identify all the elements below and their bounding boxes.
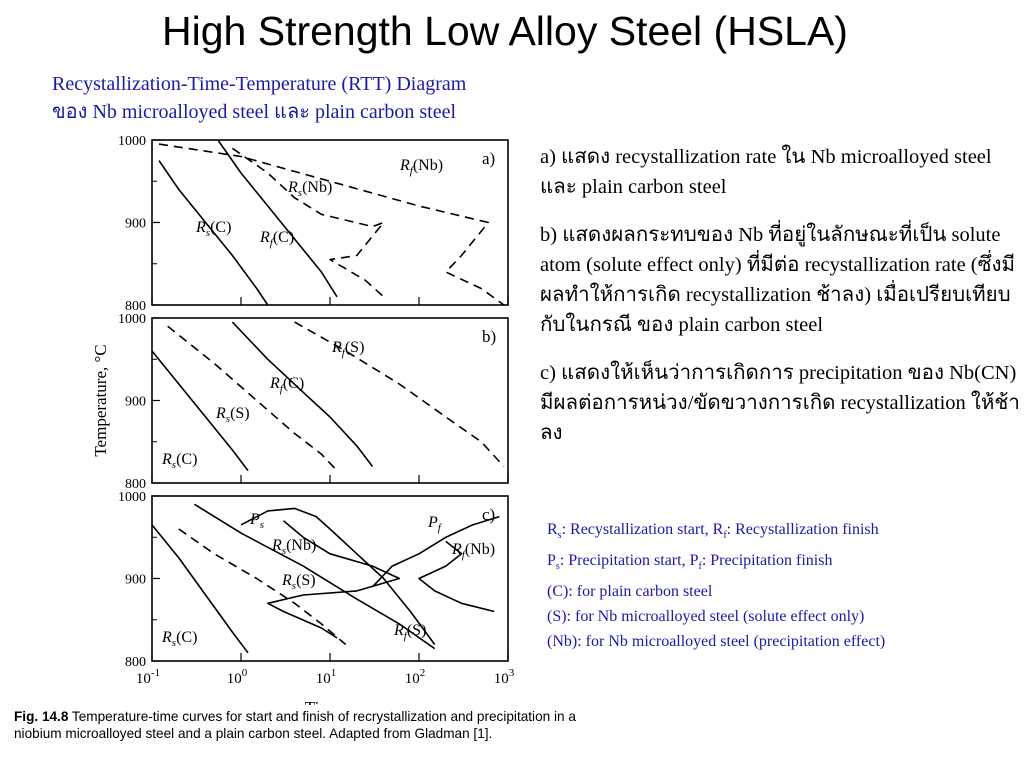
y-tick-label: 800 [125,655,146,670]
x-tick-label: 100 [227,667,248,687]
panel-2: 1000 900 800 b) Rf(S) Rf(C) Rs(S) Rs(C) [118,312,509,492]
panel-label: b) [482,327,496,346]
note-b: b) แสดงผลกระทบของ Nb ที่อยู่ในลักษณะที่เ… [540,224,1016,336]
curve-label: Rf(C) [269,375,304,395]
legend-recrystallization: Rs: Recystallization start, Rf: Recystal… [547,521,879,542]
legend-precipitation: Ps: Precipitation start, Pf: Precipitati… [547,552,833,573]
x-tick-label: 10-1 [136,667,160,687]
slide-subtitle: Recystallization-Time-Temperature (RTT) … [52,70,466,126]
curve-label: Rf(C) [259,229,294,249]
curve-label: Rs(Nb) [271,537,316,557]
subtitle-line-1: Recystallization-Time-Temperature (RTT) … [52,73,467,95]
curve-label: Ps [249,511,264,531]
curve-label: Rf(Nb) [399,157,443,177]
curve-rf-c- [217,139,338,298]
curve-label: Rs(C) [161,451,197,471]
curve-label: Rf(Nb) [451,541,495,561]
curve-label: Rf(S) [331,339,364,359]
curve-label: Rs(C) [195,219,231,239]
y-tick-label: 900 [125,573,146,588]
legend-precip-effect: (Nb): for Nb microalloyed steel (precipi… [547,633,886,651]
curve-label: Rs(S) [281,572,316,592]
y-tick-label: 900 [125,395,146,410]
legend-solute: (S): for Nb microalloyed steel (solute e… [547,608,865,626]
y-axis-label: Temperature, °C [91,344,110,456]
curve-rs-nb- [267,520,401,639]
figure-label: Fig. 14.8 [14,709,69,724]
note-a: a) แสดง recystallization rate ใน Nb micr… [540,146,992,198]
x-tick-label: 101 [316,667,337,687]
curve-rs-s- [167,325,338,472]
curve-rf-nb- [158,143,505,306]
curve-ps [240,507,436,645]
y-tick-label: 1000 [118,134,146,149]
curve-label: Pf [427,514,443,534]
curve-rs-c- [158,160,269,306]
curve-rs-c- [151,524,249,654]
curve-label: Rs(C) [161,629,197,649]
x-axis-label: Time, s [305,698,355,705]
y-tick-label: 900 [125,217,146,232]
curve-rs-c- [151,350,249,472]
curve-label: Rs(S) [215,405,250,425]
figure-caption: Fig. 14.8 Temperature-time curves for st… [14,708,594,742]
x-tick-label: 102 [405,667,426,687]
subtitle-line-2: ของ Nb microalloyed steel และ plain carb… [52,101,457,123]
y-tick-label: 800 [125,299,146,314]
curve-rs-s- [178,528,347,646]
x-tick-label: 103 [494,667,515,687]
panel-frame [151,495,509,662]
panel-label: a) [482,149,495,168]
notes-panel: a) แสดง recystallization rate ใน Nb micr… [540,142,1024,466]
curve-rf-s- [194,503,436,650]
curve-rf-c- [231,321,374,467]
curve-rs-nb- [231,147,385,298]
caption-text: Temperature-time curves for start and fi… [14,709,576,741]
curve-pf [371,515,500,588]
panel-frame [151,317,509,484]
curve-rf-s- [294,321,505,468]
slide-title: High Strength Low Alloy Steel (HSLA) [162,8,848,54]
note-c: c) แสดงให้เห็นว่าการเกิดการ precipitatio… [540,362,1020,444]
rtt-figure: 1000 900 800 a) Rf(Nb) Rs(Nb) Rs(C) Rf(C) 1000 90… [91,134,515,705]
curve-rf-nb- [418,540,495,613]
panel-1: 1000 900 800 a) Rf(Nb) Rs(Nb) Rs(C) Rf(C) [118,134,509,314]
curve-label: Rs(Nb) [287,179,332,199]
legend-plain-carbon: (C): for plain carbon steel [547,583,713,601]
curve-label: Rf(S) [393,622,426,642]
legend: Rs: Recystallization start, Rf: Recystal… [547,517,885,654]
y-tick-label: 1000 [118,312,146,327]
y-tick-label: 1000 [118,490,146,505]
y-tick-label: 800 [125,477,146,492]
